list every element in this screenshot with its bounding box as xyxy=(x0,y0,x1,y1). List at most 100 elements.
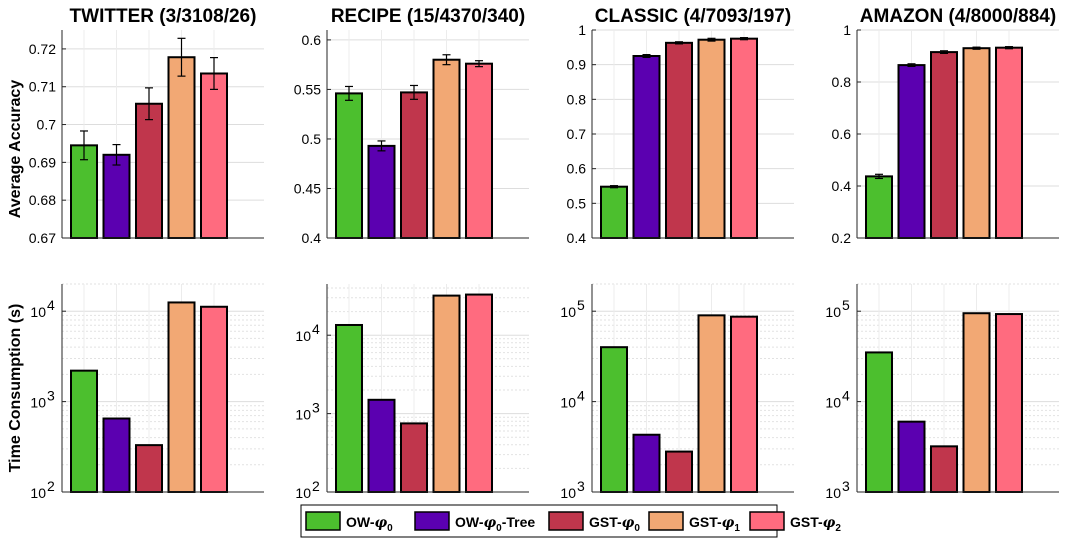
y-tick-label: 10 xyxy=(30,395,46,411)
bar-2 xyxy=(632,55,661,239)
bar-1 xyxy=(70,369,98,494)
y-tick-label: 10 xyxy=(560,395,576,411)
legend-swatch xyxy=(548,511,584,531)
bar-4 xyxy=(697,38,726,239)
panel-title: AMAZON (4/8000/884) xyxy=(860,6,1056,27)
y-tick-label: 10 xyxy=(825,304,841,320)
bar-2 xyxy=(632,433,661,494)
y-tick-label: 10 xyxy=(825,485,841,501)
bar-2 xyxy=(897,64,926,239)
y-tick-label: 0.68 xyxy=(29,192,56,208)
panel-accuracy-4: 0.2 0.4 0.6 0.8 1 AMAZON (4/8000/884) xyxy=(832,6,1059,246)
bar-1 xyxy=(335,92,363,239)
legend-item-5: GST-φ2 xyxy=(749,511,841,534)
legend-label: GST-φ1 xyxy=(689,514,740,534)
y-tick-exponent: 2 xyxy=(312,478,320,494)
bar-4 xyxy=(167,301,196,494)
y-tick-exponent: 2 xyxy=(47,478,55,494)
y-tick-label: 0.2 xyxy=(832,230,852,246)
y-tick-label: 10 xyxy=(560,485,576,501)
y-tick-label: 10 xyxy=(295,328,311,344)
bar-1 xyxy=(70,144,98,240)
legend-label: GST-φ2 xyxy=(790,514,841,534)
bar-4 xyxy=(962,312,991,494)
error-bar-1 xyxy=(80,130,88,161)
bar-1 xyxy=(865,175,893,240)
bar-4 xyxy=(432,294,461,494)
y-tick-label: 0.8 xyxy=(832,74,852,90)
error-bar-3 xyxy=(145,87,153,121)
y-tick-label: 0.45 xyxy=(294,180,321,196)
bar-4 xyxy=(432,58,461,240)
y-tick-label: 1 xyxy=(578,22,586,38)
error-bar-5 xyxy=(1005,46,1013,50)
y-tick-exponent: 4 xyxy=(577,388,585,404)
legend-label: OW-φ0-Tree xyxy=(455,514,535,534)
bar-5 xyxy=(730,37,758,239)
y-tick-label: 0.4 xyxy=(567,230,587,246)
bar-5 xyxy=(730,315,758,493)
y-tick-label: 10 xyxy=(295,407,311,423)
y-tick-label: 10 xyxy=(825,395,841,411)
panel-title: TWITTER (3/3108/26) xyxy=(70,6,257,27)
error-bar-1 xyxy=(610,185,618,189)
y-tick-label: 0.71 xyxy=(29,79,56,95)
y-tick-exponent: 3 xyxy=(312,400,320,416)
y-tick-label: 10 xyxy=(295,485,311,501)
error-bar-4 xyxy=(177,37,186,77)
error-bar-2 xyxy=(377,140,386,152)
bar-2 xyxy=(897,420,926,493)
error-bar-4 xyxy=(707,37,716,42)
bar-2 xyxy=(367,144,396,239)
legend-item-3: GST-φ0 xyxy=(548,511,640,534)
y-tick-exponent: 4 xyxy=(842,388,850,404)
panel-title: RECIPE (15/4370/340) xyxy=(331,6,525,27)
bar-3 xyxy=(930,445,958,493)
y-tick-exponent: 4 xyxy=(47,297,55,313)
panel-accuracy-1: 0.67 0.68 0.69 0.7 0.71 0.72 TWITTER (3/3108/2… xyxy=(29,6,264,246)
bar-1 xyxy=(600,185,628,239)
error-bar-1 xyxy=(345,85,353,101)
y-tick-label: 0.4 xyxy=(832,178,852,194)
error-bar-2 xyxy=(112,143,121,166)
legend-box xyxy=(300,504,778,538)
y-tick-label: 0.4 xyxy=(302,230,322,246)
bar-5 xyxy=(995,313,1023,493)
y-tick-label: 0.6 xyxy=(302,32,322,48)
bar-3 xyxy=(665,41,693,240)
error-bar-1 xyxy=(875,173,883,180)
bar-1 xyxy=(865,351,893,493)
legend-swatch xyxy=(305,511,341,531)
y-tick-exponent: 3 xyxy=(577,478,585,494)
legend-label: OW-φ0 xyxy=(346,514,393,534)
y-tick-label: 0.5 xyxy=(302,131,322,147)
y-tick-label: 1 xyxy=(843,22,851,38)
error-bar-5 xyxy=(475,60,483,68)
time-y-label: Time Consumption (s) xyxy=(7,304,24,473)
bar-4 xyxy=(697,314,726,494)
error-bar-3 xyxy=(940,50,948,55)
bar-3 xyxy=(400,91,428,240)
error-bar-3 xyxy=(675,41,683,45)
y-tick-exponent: 5 xyxy=(577,297,585,313)
legend-label: GST-φ0 xyxy=(589,514,640,534)
y-tick-exponent: 3 xyxy=(47,388,55,404)
y-tick-label: 0.67 xyxy=(29,230,56,246)
bar-2 xyxy=(367,398,396,494)
legend-item-2: OW-φ0-Tree xyxy=(414,511,535,534)
panel-accuracy-3: 0.4 0.5 0.6 0.7 0.8 0.9 1 CLASSIC (4/7093/197) xyxy=(567,6,794,246)
error-bar-5 xyxy=(740,37,748,41)
bar-4 xyxy=(962,47,991,240)
y-tick-label: 0.9 xyxy=(567,57,587,73)
y-tick-label: 0.5 xyxy=(567,195,587,211)
bar-3 xyxy=(135,102,163,239)
accuracy-y-label: Average Accuracy xyxy=(7,80,24,219)
bar-2 xyxy=(102,417,131,494)
bar-3 xyxy=(665,450,693,494)
bar-4 xyxy=(167,56,196,239)
bar-5 xyxy=(465,293,493,493)
